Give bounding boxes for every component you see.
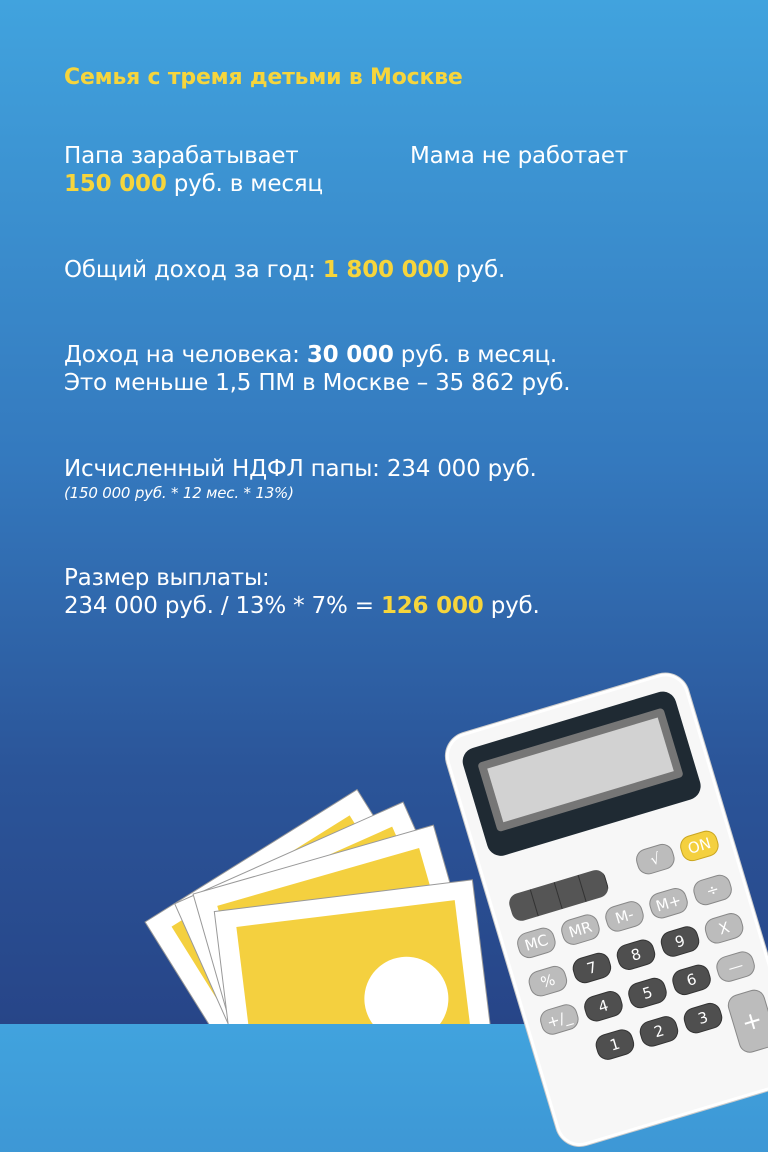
yearly-income: Общий доход за год: 1 800 000 руб. [64, 257, 506, 283]
key-minus: — [713, 948, 758, 985]
key-5: 5 [625, 975, 670, 1011]
calculator-display [477, 707, 684, 833]
key-mc: MC [514, 924, 559, 961]
mom-income: Мама не работает [410, 143, 628, 169]
ndfl-formula: (150 000 руб. * 12 мес. * 13%) [64, 484, 294, 502]
key-mr: MR [558, 911, 603, 948]
per-person-income: Доход на человека: 30 000 руб. в месяц. Э… [64, 342, 571, 396]
solar-panel [506, 867, 611, 924]
key-8: 8 [614, 936, 658, 973]
money-bills-illustration [144, 788, 493, 1024]
key-m-minus: M- [602, 898, 647, 935]
bill [213, 879, 493, 1024]
key-plus-minus: +/_ [537, 1001, 582, 1038]
key-plus: + [725, 987, 768, 1056]
key-m-plus: M+ [646, 885, 691, 922]
key-on: ON [677, 828, 722, 864]
key-1: 1 [592, 1026, 637, 1063]
key-multiply: X [702, 910, 747, 947]
payment-size: Размер выплаты: 234 000 руб. / 13% * 7% =… [64, 565, 540, 619]
key-4: 4 [581, 988, 626, 1025]
key-2: 2 [637, 1013, 681, 1050]
key-percent: % [525, 963, 570, 1000]
page-title: Семья с тремя детьми в Москве [64, 65, 463, 90]
ndfl-line: Исчисленный НДФЛ папы: 234 000 руб. [64, 456, 537, 482]
key-3: 3 [681, 1000, 725, 1037]
key-sqrt: √ [633, 841, 678, 878]
key-divide: ÷ [690, 872, 735, 908]
dad-income: Папа зарабатывает 150 000 руб. в месяц [64, 143, 323, 197]
key-9: 9 [658, 923, 702, 960]
key-7: 7 [569, 950, 614, 986]
key-6: 6 [669, 961, 714, 998]
